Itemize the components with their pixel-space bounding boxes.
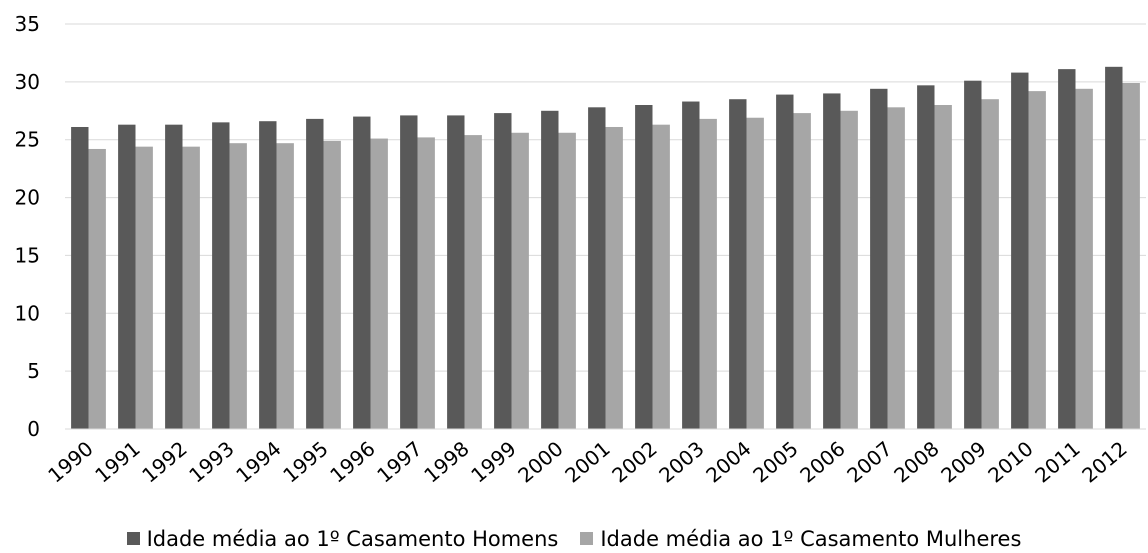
x-tick-label: 1996 [325, 436, 379, 487]
bar-mulheres-2009 [981, 99, 999, 430]
x-tick-label: 2012 [1077, 436, 1131, 487]
legend-swatch-homens [126, 532, 140, 545]
y-tick-label: 0 [27, 417, 40, 441]
x-tick-label: 1995 [278, 436, 332, 487]
bar-homens-2011 [1058, 69, 1076, 429]
bar-mulheres-1995 [323, 140, 341, 429]
bar-homens-2010 [1011, 72, 1029, 429]
bar-homens-1990 [71, 126, 89, 430]
bar-homens-1997 [400, 115, 418, 429]
bar-mulheres-1996 [370, 138, 388, 429]
x-tick-label: 1998 [419, 436, 473, 487]
x-tick-label: 2010 [983, 436, 1037, 487]
legend-item-mulheres: Idade média ao 1º Casamento Mulheres [580, 527, 1021, 551]
bar-mulheres-1999 [511, 132, 529, 429]
x-tick-label: 1992 [137, 436, 191, 487]
y-tick-label: 15 [15, 243, 40, 267]
y-tick-label: 20 [15, 186, 40, 210]
bar-homens-1998 [447, 115, 465, 429]
legend-label-homens: Idade média ao 1º Casamento Homens [146, 526, 559, 551]
bar-mulheres-2006 [840, 110, 858, 429]
bar-homens-1994 [259, 121, 277, 429]
bar-homens-1991 [118, 124, 136, 430]
bar-mulheres-2001 [605, 126, 623, 430]
x-axis-ticks: 1990199119921993199419951996199719981999… [43, 436, 1131, 487]
x-tick-label: 2005 [748, 436, 802, 487]
y-tick-label: 35 [15, 12, 40, 36]
bar-mulheres-1990 [88, 148, 106, 429]
x-tick-label: 2001 [560, 436, 614, 487]
y-tick-label: 25 [15, 128, 40, 152]
x-tick-label: 2007 [842, 436, 896, 487]
bar-mulheres-2007 [887, 107, 905, 429]
bar-mulheres-1998 [464, 135, 482, 429]
legend-swatch-mulheres [580, 532, 594, 545]
legend-item-homens: Idade média ao 1º Casamento Homens [126, 526, 559, 551]
x-tick-label: 2003 [654, 436, 708, 487]
x-tick-label: 2009 [936, 436, 990, 487]
bar-mulheres-1994 [276, 143, 294, 429]
bar-homens-2009 [964, 80, 982, 429]
y-tick-label: 30 [15, 70, 40, 94]
legend-label-mulheres: Idade média ao 1º Casamento Mulheres [600, 526, 1022, 551]
bars [71, 66, 1140, 430]
bar-mulheres-2003 [699, 118, 717, 429]
bar-homens-2007 [870, 88, 888, 430]
bar-homens-2004 [729, 99, 747, 430]
x-tick-label: 1997 [372, 436, 426, 487]
x-tick-label: 2004 [701, 436, 755, 487]
bar-mulheres-2004 [746, 117, 764, 429]
x-tick-label: 2008 [889, 436, 943, 487]
x-tick-label: 2000 [513, 436, 567, 487]
bar-mulheres-2011 [1075, 88, 1093, 430]
y-tick-label: 5 [27, 359, 40, 383]
bar-mulheres-2000 [558, 132, 576, 429]
bar-mulheres-2012 [1122, 83, 1140, 429]
x-tick-label: 2002 [607, 436, 661, 487]
bar-mulheres-2002 [652, 124, 670, 430]
y-axis-ticks: 0 5 10 15 20 25 30 35 [15, 12, 40, 441]
x-tick-label: 1999 [466, 436, 520, 487]
legend: Idade média ao 1º Casamento Homens Idade… [0, 524, 1148, 553]
bar-homens-2002 [635, 105, 653, 429]
bar-homens-1999 [494, 113, 512, 429]
bar-mulheres-2008 [934, 105, 952, 429]
x-tick-label: 1994 [231, 436, 285, 487]
bar-homens-2012 [1105, 66, 1123, 429]
bar-homens-2000 [541, 110, 559, 429]
bar-homens-1995 [306, 118, 324, 429]
bar-mulheres-1993 [229, 143, 247, 429]
bar-mulheres-2005 [793, 113, 811, 429]
bar-mulheres-1992 [182, 146, 200, 429]
x-tick-label: 2006 [795, 436, 849, 487]
bar-homens-2003 [682, 101, 700, 429]
bar-mulheres-2010 [1028, 91, 1046, 430]
bar-homens-2001 [588, 107, 606, 429]
bar-homens-1992 [165, 124, 183, 430]
x-tick-label: 1990 [43, 436, 97, 487]
bar-homens-1996 [353, 116, 371, 429]
x-tick-label: 2011 [1030, 436, 1084, 487]
bar-homens-2006 [823, 93, 841, 430]
bar-homens-2005 [776, 94, 794, 429]
bar-mulheres-1991 [135, 146, 153, 429]
bar-homens-1993 [212, 122, 230, 430]
x-tick-label: 1991 [90, 436, 144, 487]
x-tick-label: 1993 [184, 436, 238, 487]
y-tick-label: 10 [15, 301, 40, 325]
bar-homens-2008 [917, 85, 935, 429]
bar-mulheres-1997 [417, 137, 435, 429]
